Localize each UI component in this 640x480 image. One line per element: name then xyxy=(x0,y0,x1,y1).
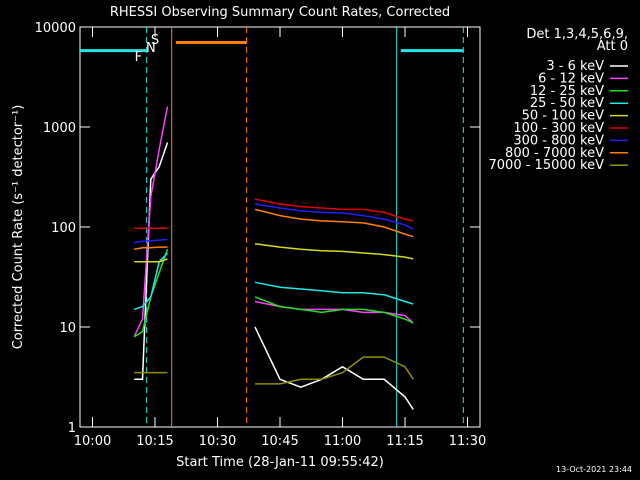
legend-label: 12 - 25 keV xyxy=(530,84,604,99)
legend-label: 800 - 7000 keV xyxy=(505,146,604,161)
x-tick-label: 10:00 xyxy=(74,434,111,449)
timestamp: 13-Oct-2021 23:44 xyxy=(556,465,632,474)
legend-label: 7000 - 15000 keV xyxy=(489,158,605,173)
series-line xyxy=(134,242,414,263)
y-tick-label: 10 xyxy=(59,321,76,336)
legend-label: 300 - 800 keV xyxy=(513,133,604,148)
series-line xyxy=(134,198,414,230)
legend-label: 25 - 50 keV xyxy=(530,96,604,111)
flag-label: S xyxy=(151,33,159,48)
series-line xyxy=(133,106,414,338)
y-tick-label: 1 xyxy=(68,421,76,436)
series-line xyxy=(134,356,414,385)
x-tick-label: 10:30 xyxy=(199,434,236,449)
legend-label: 3 - 6 keV xyxy=(546,59,604,74)
series-line xyxy=(134,208,414,250)
y-tick-label: 100 xyxy=(51,221,76,236)
chart-title: RHESSI Observing Summary Count Rates, Co… xyxy=(110,5,450,20)
y-axis-label: Corrected Count Rate (s⁻¹ detector⁻¹) xyxy=(11,105,26,350)
plot-frame xyxy=(79,26,481,428)
x-tick-label: 10:45 xyxy=(261,434,298,449)
legend-header: Det 1,3,4,5,6,9, xyxy=(526,27,628,42)
legend-header: Att 0 xyxy=(597,39,628,54)
x-tick-label: 11:30 xyxy=(449,434,486,449)
x-tick-label: 10:15 xyxy=(136,434,173,449)
y-tick-label: 1000 xyxy=(43,121,76,136)
flag-label: F xyxy=(135,50,142,65)
x-tick-label: 11:15 xyxy=(386,434,423,449)
series-line xyxy=(134,203,414,244)
flag-label: N xyxy=(146,41,156,56)
series-line xyxy=(133,252,414,311)
series-line xyxy=(134,142,414,410)
x-axis-label: Start Time (28-Jan-11 09:55:42) xyxy=(176,455,384,470)
legend-label: 100 - 300 keV xyxy=(513,121,604,136)
y-tick-label: 10000 xyxy=(35,21,76,36)
x-tick-label: 11:00 xyxy=(324,434,361,449)
legend-label: 6 - 12 keV xyxy=(538,71,604,86)
legend-label: 50 - 100 keV xyxy=(522,109,605,124)
